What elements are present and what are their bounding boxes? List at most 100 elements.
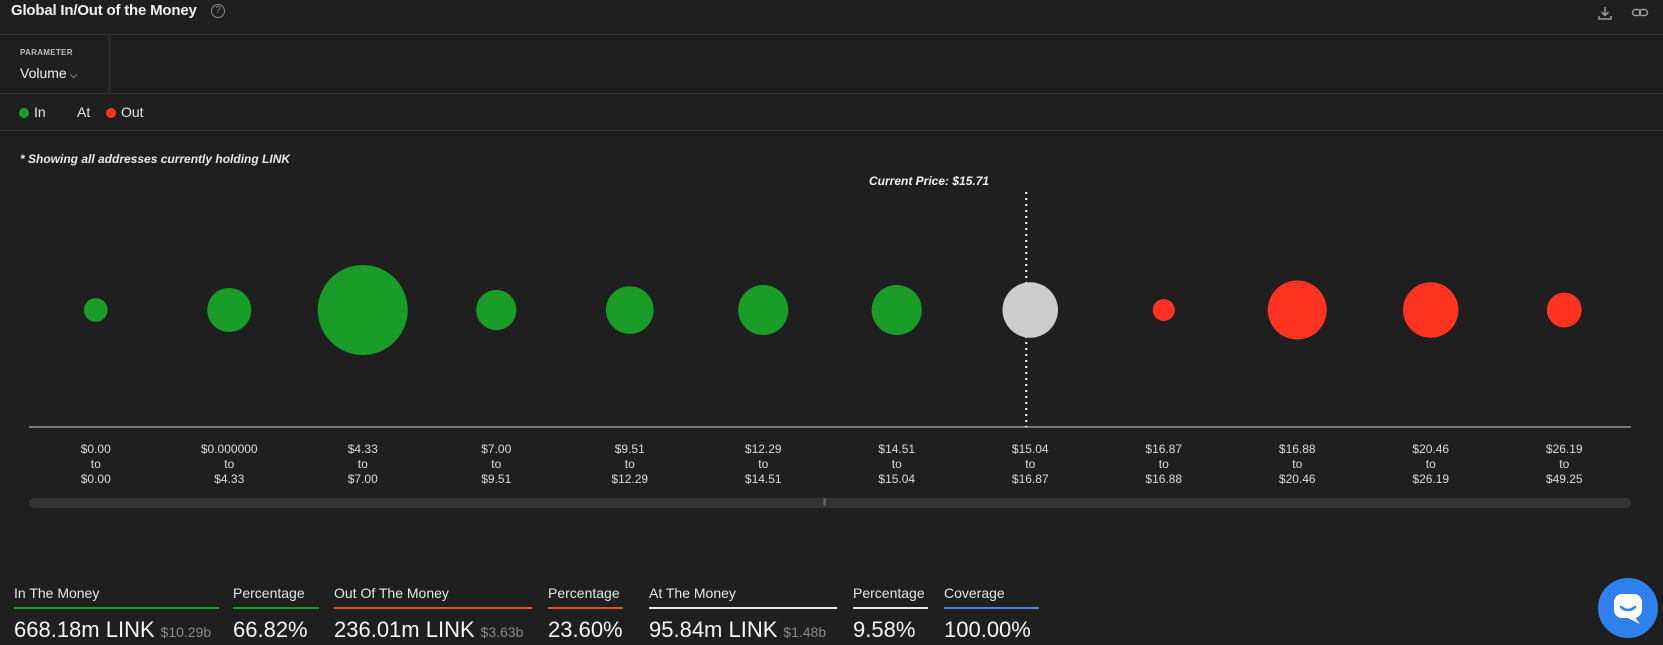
tick-label-connector: to [224, 457, 234, 471]
scroll-grip-icon: ||| [823, 499, 827, 506]
stat-at-the-money: At The Money 95.84m LINK $1.48b [649, 585, 837, 645]
tick-label-connector: to [491, 457, 501, 471]
divider [0, 93, 1663, 94]
legend-item-in[interactable]: In [19, 104, 46, 120]
legend-label-out: Out [121, 104, 144, 120]
bubble-out [1152, 298, 1175, 322]
stat-label: Coverage [944, 585, 1005, 601]
page-title: Global In/Out of the Money [11, 2, 197, 19]
stat-usd-value: $1.48b [779, 624, 827, 640]
parameter-value: Volume [20, 65, 67, 81]
tick-label: $16.88 [1145, 472, 1182, 486]
bubble-out [1267, 280, 1327, 340]
bubble-in [83, 298, 108, 322]
chat-button[interactable] [1598, 578, 1658, 638]
tick-label: $14.51 [745, 472, 782, 486]
tick-label: $20.46 [1279, 472, 1316, 486]
tick-label: $16.87 [1145, 442, 1182, 456]
tick-label-connector: to [1559, 457, 1569, 471]
chart-scrollbar[interactable]: ||| [29, 498, 1631, 508]
chat-bubble-icon [1614, 594, 1642, 624]
stat-usd-value: $10.29b [156, 624, 212, 640]
stat-percentage: Percentage 9.58% [853, 585, 928, 645]
stat-label: Percentage [548, 585, 620, 601]
link-icon[interactable] [1631, 4, 1649, 22]
tick-label: $16.88 [1279, 442, 1316, 456]
tick-label: $15.04 [878, 472, 915, 486]
tick-label-connector: to [1292, 457, 1302, 471]
stat-usd-value: $3.63b [476, 624, 524, 640]
tick-label: $12.29 [745, 442, 782, 456]
tick-label: $20.46 [1412, 442, 1449, 456]
stat-underline [233, 607, 319, 609]
holding-note: * Showing all addresses currently holdin… [20, 152, 291, 166]
parameter-dropdown[interactable]: Volume ⌵ [20, 65, 77, 81]
tick-label-connector: to [1159, 457, 1169, 471]
stat-underline [853, 607, 928, 609]
parameter-label: PARAMETER [20, 48, 73, 57]
stat-value: 66.82% [233, 617, 308, 642]
stat-value: 236.01m LINK $3.63b [334, 617, 524, 642]
tick-label: $7.00 [348, 472, 378, 486]
tick-label-connector: to [1025, 457, 1035, 471]
chevron-down-icon: ⌵ [69, 70, 78, 81]
stat-coverage: Coverage 100.00% [944, 585, 1039, 645]
stat-underline [649, 607, 837, 609]
tick-label: $9.51 [481, 472, 511, 486]
bubble-in [476, 289, 517, 331]
stat-label: Percentage [233, 585, 305, 601]
legend-dot-out [106, 108, 116, 118]
tick-label: $7.00 [481, 442, 511, 456]
bubble-chart: $0.00to$0.00$0.000000to$4.33$4.33to$7.00… [29, 192, 1631, 486]
tick-label: $0.00 [81, 472, 111, 486]
legend-item-out[interactable]: Out [106, 104, 144, 120]
stat-percentage: Percentage 66.82% [233, 585, 319, 645]
stat-label: Percentage [853, 585, 925, 601]
stat-percentage: Percentage 23.60% [548, 585, 623, 645]
tick-label: $0.00 [81, 442, 111, 456]
stat-out-of-the-money: Out Of The Money 236.01m LINK $3.63b [334, 585, 532, 645]
current-price-label: Current Price: $15.71 [869, 174, 990, 188]
legend-item-at[interactable]: At [77, 104, 90, 120]
download-icon[interactable] [1596, 4, 1614, 22]
tick-label-connector: to [625, 457, 635, 471]
stat-label: In The Money [14, 585, 100, 601]
stat-value: 9.58% [853, 617, 916, 642]
legend-label-in: In [34, 104, 46, 120]
stat-underline [334, 607, 532, 609]
bubble-out [1403, 282, 1459, 338]
tick-label: $14.51 [878, 442, 915, 456]
tick-label-connector: to [758, 457, 768, 471]
question-circle-icon[interactable]: ? [211, 4, 225, 18]
tick-label: $49.25 [1546, 472, 1583, 486]
tick-label: $4.33 [348, 442, 378, 456]
stat-value: 95.84m LINK $1.48b [649, 617, 827, 642]
legend-label-at: At [77, 104, 91, 120]
bubble-at [1002, 282, 1058, 338]
stat-underline [548, 607, 623, 609]
stat-value: 668.18m LINK $10.29b [14, 617, 212, 642]
tick-label: $26.19 [1412, 472, 1449, 486]
tick-label: $16.87 [1012, 472, 1049, 486]
tick-label: $4.33 [214, 472, 244, 486]
stat-label: At The Money [649, 585, 736, 601]
tick-label: $26.19 [1546, 442, 1583, 456]
stat-in-the-money: In The Money 668.18m LINK $10.29b [14, 585, 219, 645]
bubble-in [738, 284, 789, 336]
tick-label: $15.04 [1012, 442, 1049, 456]
divider [0, 130, 1663, 131]
tick-label-connector: to [892, 457, 902, 471]
bubble-in [207, 287, 252, 333]
tick-label-connector: to [1426, 457, 1436, 471]
bubble-in [871, 284, 922, 336]
stat-value: 100.00% [944, 617, 1031, 642]
tick-label: $9.51 [615, 442, 645, 456]
stat-underline [14, 607, 219, 609]
legend-dot-in [19, 108, 29, 118]
parameter-selector: PARAMETER Volume ⌵ [0, 35, 110, 93]
tick-label-connector: to [358, 457, 368, 471]
stat-label: Out Of The Money [334, 585, 449, 601]
tick-label-connector: to [91, 457, 101, 471]
stat-value: 23.60% [548, 617, 623, 642]
bubble-in [317, 265, 408, 355]
